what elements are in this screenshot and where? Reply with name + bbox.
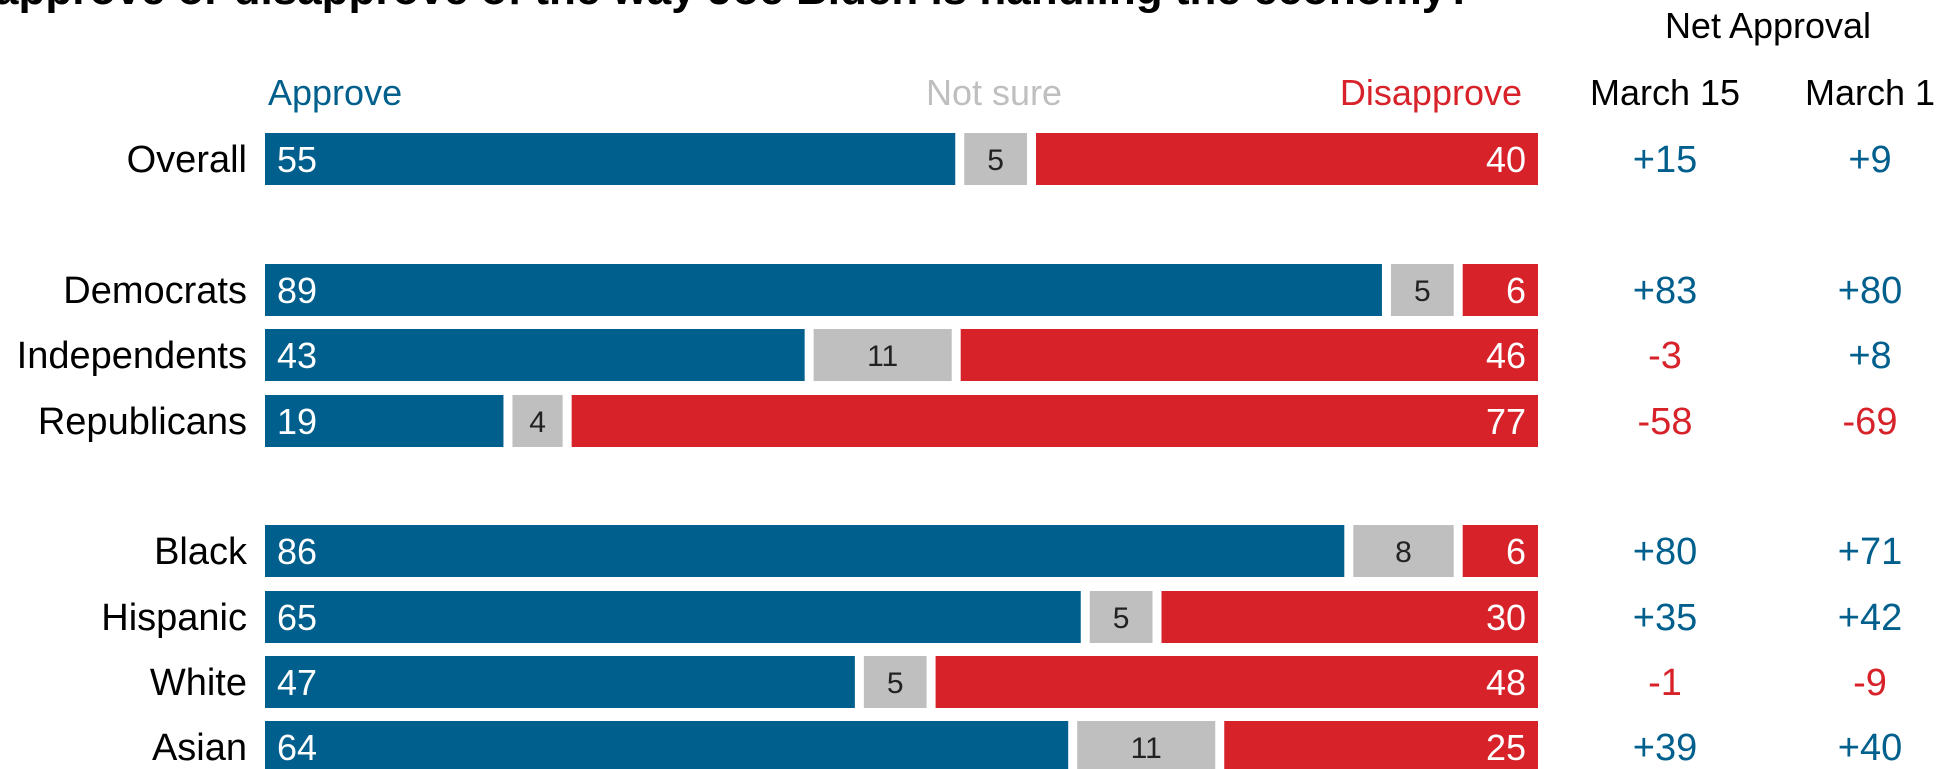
data-label-disapprove-black: 6 <box>1506 531 1526 572</box>
data-label-disapprove-republicans: 77 <box>1486 401 1526 442</box>
net-approval-1-hispanic: +35 <box>1633 597 1697 639</box>
net-approval-2-overall: +9 <box>1848 139 1891 181</box>
net-approval-2-democrats: +80 <box>1838 270 1902 312</box>
bar-disapprove-white <box>935 656 1538 708</box>
bar-approve-democrats <box>265 264 1382 316</box>
data-label-disapprove-asian: 25 <box>1486 727 1526 768</box>
row-label-hispanic: Hispanic <box>101 597 247 639</box>
data-label-disapprove-independents: 46 <box>1486 335 1526 376</box>
net-approval-2-white: -9 <box>1853 662 1887 704</box>
net-approval-2-republicans: -69 <box>1843 401 1898 443</box>
bar-disapprove-independents <box>960 329 1538 381</box>
net-approval-1-white: -1 <box>1648 662 1682 704</box>
bar-not-sure-independents <box>813 329 952 381</box>
net-approval-2-independents: +8 <box>1848 335 1891 377</box>
net-approval-1-democrats: +83 <box>1633 270 1697 312</box>
data-label-approve-black: 86 <box>277 531 317 572</box>
net-approval-1-independents: -3 <box>1648 335 1682 377</box>
data-label-not-sure-black: 8 <box>1395 536 1412 569</box>
bar-approve-black <box>265 525 1345 577</box>
net-approval-2-hispanic: +42 <box>1838 597 1902 639</box>
bar-approve-white <box>265 656 855 708</box>
data-label-approve-asian: 64 <box>277 727 317 768</box>
data-label-not-sure-independents: 11 <box>867 340 898 373</box>
bar-disapprove-asian <box>1224 721 1538 769</box>
bar-not-sure-black <box>1353 525 1454 577</box>
bar-not-sure-republicans <box>512 395 563 447</box>
row-label-black: Black <box>154 531 248 573</box>
legend-not-sure: Not sure <box>926 72 1062 113</box>
net-approval-1-black: +80 <box>1633 531 1697 573</box>
bar-disapprove-republicans <box>571 395 1538 447</box>
net-col-header-1: March 15 <box>1590 72 1740 113</box>
net-approval-header: Net Approval <box>1665 5 1871 46</box>
data-label-approve-democrats: 89 <box>277 270 317 311</box>
bar-approve-overall <box>265 133 956 185</box>
net-approval-2-black: +71 <box>1838 531 1902 573</box>
net-col-header-2: March 1 <box>1805 72 1935 113</box>
data-label-approve-hispanic: 65 <box>277 597 317 638</box>
bar-approve-independents <box>265 329 805 381</box>
bar-approve-hispanic <box>265 591 1081 643</box>
data-label-disapprove-overall: 40 <box>1486 139 1526 180</box>
data-label-approve-overall: 55 <box>277 139 317 180</box>
row-label-asian: Asian <box>152 727 247 769</box>
net-approval-2-asian: +40 <box>1838 727 1902 769</box>
data-label-disapprove-white: 48 <box>1486 662 1526 703</box>
data-label-not-sure-overall: 5 <box>987 144 1004 177</box>
row-label-white: White <box>150 662 247 704</box>
bar-not-sure-overall <box>964 133 1027 185</box>
data-label-not-sure-republicans: 4 <box>529 406 546 439</box>
data-label-approve-white: 47 <box>277 662 317 703</box>
row-label-overall: Overall <box>127 139 247 181</box>
net-approval-1-republicans: -58 <box>1638 401 1693 443</box>
data-label-approve-independents: 43 <box>277 335 317 376</box>
bar-disapprove-democrats <box>1462 264 1538 316</box>
bar-disapprove-hispanic <box>1161 591 1538 643</box>
legend-approve: Approve <box>268 72 402 113</box>
bar-approve-republicans <box>265 395 504 447</box>
data-label-disapprove-democrats: 6 <box>1506 270 1526 311</box>
legend-disapprove: Disapprove <box>1340 72 1522 113</box>
data-label-not-sure-hispanic: 5 <box>1113 602 1130 635</box>
row-label-republicans: Republicans <box>38 401 247 443</box>
net-approval-1-overall: +15 <box>1633 139 1697 181</box>
row-label-democrats: Democrats <box>63 270 247 312</box>
data-label-not-sure-asian: 11 <box>1131 732 1162 765</box>
bar-not-sure-white <box>863 656 927 708</box>
bar-disapprove-overall <box>1036 133 1538 185</box>
net-approval-1-asian: +39 <box>1633 727 1697 769</box>
bar-not-sure-asian <box>1077 721 1216 769</box>
row-label-independents: Independents <box>17 335 247 377</box>
bar-not-sure-hispanic <box>1089 591 1153 643</box>
data-label-not-sure-democrats: 5 <box>1414 275 1431 308</box>
bar-approve-asian <box>265 721 1069 769</box>
bar-not-sure-democrats <box>1390 264 1454 316</box>
data-label-disapprove-hispanic: 30 <box>1486 597 1526 638</box>
chart-title: approve or disapprove of the way Joe Bid… <box>0 0 1473 14</box>
bar-disapprove-black <box>1462 525 1538 577</box>
data-label-not-sure-white: 5 <box>887 667 904 700</box>
data-label-approve-republicans: 19 <box>277 401 317 442</box>
